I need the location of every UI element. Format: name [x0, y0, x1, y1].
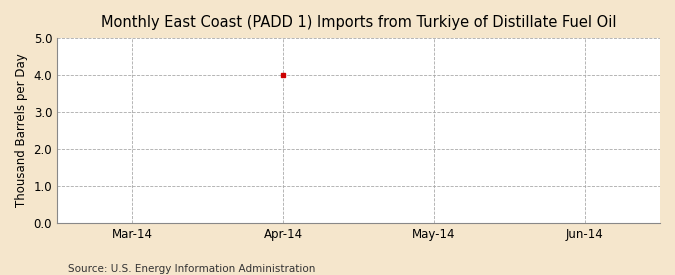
Y-axis label: Thousand Barrels per Day: Thousand Barrels per Day	[15, 54, 28, 207]
Text: Source: U.S. Energy Information Administration: Source: U.S. Energy Information Administ…	[68, 264, 315, 274]
Title: Monthly East Coast (PADD 1) Imports from Turkiye of Distillate Fuel Oil: Monthly East Coast (PADD 1) Imports from…	[101, 15, 616, 30]
